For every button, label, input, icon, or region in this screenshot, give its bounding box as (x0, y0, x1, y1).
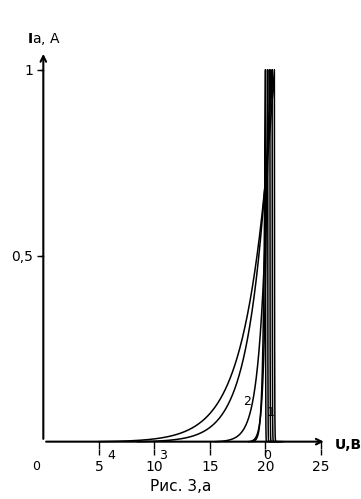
Text: 3: 3 (159, 449, 167, 462)
Text: 4: 4 (107, 449, 115, 462)
Text: 1: 1 (266, 406, 274, 419)
Text: 2: 2 (243, 395, 251, 408)
Text: 0: 0 (263, 449, 271, 462)
Text: Рис. 3,а: Рис. 3,а (150, 479, 211, 494)
Text: U,В: U,В (334, 439, 361, 453)
Text: $\mathbf{I}$а, А: $\mathbf{I}$а, А (27, 31, 61, 47)
Text: 0: 0 (32, 460, 40, 473)
